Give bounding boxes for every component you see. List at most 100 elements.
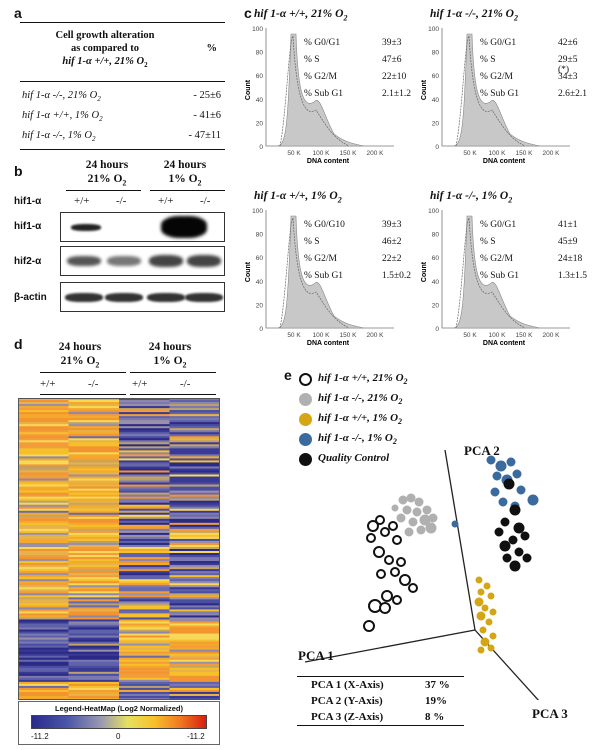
- pca-point: [399, 574, 411, 586]
- flow-stat-value: 22±2: [382, 254, 402, 264]
- flow-stat-label: % S: [304, 55, 320, 65]
- flow-stat-value: 39±3: [382, 38, 402, 48]
- pca-point: [388, 521, 398, 531]
- flow-histogram-area: [453, 215, 541, 329]
- flow-stat-label: % Sub G1: [480, 271, 520, 281]
- flow-ytick: 80: [256, 232, 264, 239]
- flow-xtick: 50 K: [463, 150, 477, 157]
- pca-point: [492, 471, 502, 481]
- heatmap-group-1-bar: [40, 372, 126, 373]
- blot-genotype-label: hif1-α: [14, 196, 42, 207]
- flow-stat-label: % G0/G1: [480, 38, 517, 48]
- heatmap-grid: [18, 398, 220, 700]
- pca-point: [485, 618, 493, 626]
- pca-point: [396, 513, 406, 523]
- flow-stat-value: 24±18: [558, 254, 583, 264]
- heatmap-legend-tick: -11.2: [31, 732, 49, 741]
- table-row: hif 1-α -/-, 1% O2 - 47±11: [20, 126, 225, 150]
- pca-point: [500, 517, 510, 527]
- flow-ytick: 20: [432, 302, 440, 309]
- pca-axis-line: [444, 449, 476, 631]
- flow-stat-value: 2.6±2.1: [558, 89, 587, 99]
- flow-ytick: 60: [432, 255, 440, 262]
- flow-xtick: 50 K: [463, 332, 477, 339]
- flow-ytick: 80: [256, 50, 264, 57]
- pca-point: [477, 588, 485, 596]
- pca-point: [486, 455, 496, 465]
- pca-point: [390, 567, 400, 577]
- flow-ytick: 60: [256, 255, 264, 262]
- flow-xtick: 150 K: [340, 150, 358, 157]
- pca-axis-label: PCA 2: [464, 443, 500, 458]
- flow-xtick: 100 K: [489, 332, 507, 339]
- pca-plot: [304, 449, 540, 700]
- pca-point: [475, 576, 483, 584]
- pca-point: [422, 505, 432, 515]
- flow-histogram-overlay: [279, 217, 350, 329]
- blot-beta-actin: [60, 282, 225, 312]
- heatmap-group-2-bar: [130, 372, 216, 373]
- pca-point: [476, 611, 486, 621]
- flow-histogram-area: [453, 33, 541, 147]
- flow-stat-value: 45±9: [558, 237, 578, 247]
- pca-point: [494, 527, 504, 537]
- pca-point: [379, 602, 391, 614]
- heatmap-genotype: +/+: [132, 378, 148, 390]
- pca-point: [425, 522, 437, 534]
- flow-ylabel: Count: [421, 261, 428, 282]
- heatmap-legend-title: Legend-HeatMap (Log2 Normalized): [55, 704, 183, 713]
- flow-ytick: 40: [256, 279, 264, 286]
- flow-ylabel: Count: [421, 79, 428, 100]
- flow-ytick: 20: [256, 120, 264, 127]
- flow-stat-label: % G0/G1: [304, 38, 341, 48]
- pca-point: [513, 522, 525, 534]
- heatmap-genotype: -/-: [88, 378, 99, 390]
- legend-label: hif 1-α -/-, 1% O2: [318, 432, 397, 447]
- flow-xtick: 150 K: [516, 150, 534, 157]
- pca-point: [483, 582, 491, 590]
- flow-histogram-area: [277, 33, 365, 147]
- blot-genotype: -/-: [116, 195, 127, 207]
- pca-point: [414, 497, 424, 507]
- flow-ytick: 20: [256, 302, 264, 309]
- flow-xtick: 200 K: [543, 332, 561, 339]
- flow-ytick: 0: [435, 144, 439, 151]
- flow-ytick: 40: [432, 97, 440, 104]
- blot-genotype: -/-: [200, 195, 211, 207]
- flow-stat-value: 47±6: [382, 55, 402, 65]
- pca-axis-line: [304, 629, 476, 663]
- flow-ytick: 60: [256, 73, 264, 80]
- flow-histogram-overlay: [455, 35, 526, 147]
- pca-point: [373, 546, 385, 558]
- flow-stat-label: % G2/M: [304, 254, 337, 264]
- header-line-2: as compared to: [70, 43, 140, 54]
- legend-marker-icon: [299, 373, 312, 386]
- flow-histogram-area: [277, 215, 365, 329]
- blot-genotype: +/+: [158, 195, 174, 207]
- pca-point: [508, 535, 518, 545]
- flow-histogram-overlay: [455, 217, 526, 329]
- flow-panel-title: hif 1-α -/-, 21% O2: [430, 8, 518, 23]
- pca-point: [366, 533, 376, 543]
- flow-panel-title: hif 1-α +/+, 21% O2: [254, 8, 348, 23]
- flow-ytick: 80: [432, 50, 440, 57]
- flow-ytick: 100: [428, 26, 439, 33]
- pca-point: [408, 583, 418, 593]
- flow-histogram-overlay: [279, 35, 350, 147]
- flow-stat-label: % Sub G1: [480, 89, 520, 99]
- flow-ytick: 60: [432, 73, 440, 80]
- pca-point: [380, 527, 390, 537]
- pca-point: [479, 626, 487, 634]
- header-line-1: Cell growth alteration: [55, 30, 155, 41]
- flow-stat-label: % G2/M: [304, 72, 337, 82]
- pca-point: [522, 553, 532, 563]
- pca-point: [474, 597, 484, 607]
- pca-axis-label: PCA 3: [532, 706, 568, 721]
- pca-point: [498, 497, 508, 507]
- blot-row-label: hif1-α: [14, 221, 42, 232]
- flow-ytick: 80: [432, 232, 440, 239]
- panel-letter-d: d: [14, 336, 23, 352]
- pca-point: [490, 487, 500, 497]
- pca-point: [520, 531, 530, 541]
